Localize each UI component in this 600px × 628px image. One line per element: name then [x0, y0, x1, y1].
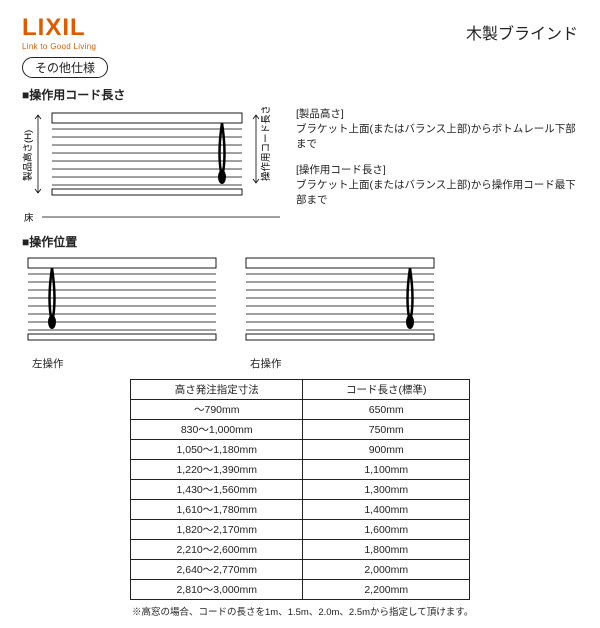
table-col1: 高さ発注指定寸法	[131, 380, 303, 400]
label-cord-length: 操作用コード長さ(L)	[260, 107, 272, 181]
table-row: 1,820～2,170mm1,600mm	[131, 520, 470, 540]
desc-body-1: ブラケット上面(またはバランス上部)からボトムレール下部まで	[296, 122, 578, 152]
diagram-right-op: 右操作	[240, 254, 440, 371]
table-row: 1,050～1,180mm900mm	[131, 440, 470, 460]
table-col2: コード長さ(標準)	[303, 380, 470, 400]
table-row: 1,430～1,560mm1,300mm	[131, 480, 470, 500]
page-title: 木製ブラインド	[466, 20, 578, 44]
table-row: 1,220～1,390mm1,100mm	[131, 460, 470, 480]
desc-body-2: ブラケット上面(またはバランス上部)から操作用コード最下部まで	[296, 178, 578, 208]
spec-table: 高さ発注指定寸法 コード長さ(標準) ～790mm650mm830～1,000m…	[130, 379, 470, 600]
brand-logo: LIXIL Link to Good Living	[22, 16, 96, 51]
section1-heading: ■操作用コード長さ	[22, 86, 578, 103]
section2-heading: ■操作位置	[22, 233, 578, 250]
table-row: 2,810～3,000mm2,200mm	[131, 580, 470, 600]
footnote: ※高窓の場合、コードの長さを1m、1.5m、2.0m、2.5mから指定して頂けま…	[132, 604, 578, 618]
table-row: ～790mm650mm	[131, 400, 470, 420]
spec-badge: その他仕様	[22, 57, 108, 78]
diagram-cord-length: 製品高さ(H)	[22, 107, 282, 227]
label-product-height: 製品高さ(H)	[22, 130, 34, 181]
table-row: 830～1,000mm750mm	[131, 420, 470, 440]
floor-label: 床	[24, 212, 34, 224]
table-row: 2,640～2,770mm2,000mm	[131, 560, 470, 580]
table-row: 1,610～1,780mm1,400mm	[131, 500, 470, 520]
brand-tagline: Link to Good Living	[22, 42, 96, 51]
diagram-left-op: 左操作	[22, 254, 222, 371]
desc-head-1: [製品高さ]	[296, 107, 578, 122]
section1-description: [製品高さ] ブラケット上面(またはバランス上部)からボトムレール下部まで [操…	[296, 107, 578, 208]
brand-name: LIXIL	[22, 16, 96, 40]
desc-head-2: [操作用コード長さ]	[296, 163, 578, 178]
right-op-label: 右操作	[240, 356, 440, 371]
table-row: 2,210～2,600mm1,800mm	[131, 540, 470, 560]
left-op-label: 左操作	[22, 356, 222, 371]
